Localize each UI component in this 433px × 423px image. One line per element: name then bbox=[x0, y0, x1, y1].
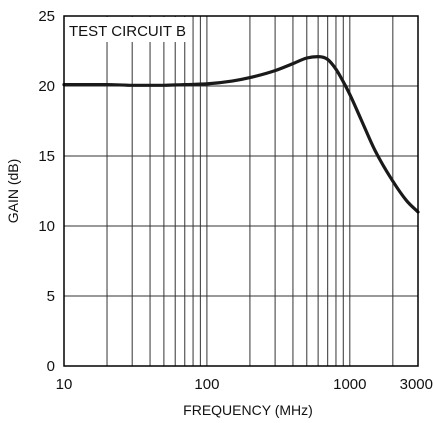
test-circuit-annotation: TEST CIRCUIT B bbox=[69, 23, 186, 40]
y-tick-label: 0 bbox=[47, 358, 55, 375]
grid-lines bbox=[64, 16, 418, 366]
x-tick-label: 1000 bbox=[333, 376, 366, 393]
y-tick-label: 10 bbox=[38, 218, 55, 235]
plot-frame bbox=[63, 15, 419, 367]
y-tick-label: 15 bbox=[38, 148, 55, 165]
x-tick-label: 3000 bbox=[400, 376, 433, 393]
plot-border bbox=[63, 15, 419, 367]
x-axis-title: FREQUENCY (MHz) bbox=[183, 402, 313, 418]
y-tick-label: 20 bbox=[38, 78, 55, 95]
curve-layer bbox=[62, 55, 420, 214]
x-tick-label: 10 bbox=[56, 376, 73, 393]
gain-curve bbox=[62, 55, 420, 214]
annotation-background bbox=[65, 17, 191, 42]
y-axis-title: GAIN (dB) bbox=[5, 159, 21, 224]
tick-labels: 0 5 10 15 20 25 10 100 1000 3000 bbox=[38, 8, 433, 393]
y-tick-label: 25 bbox=[38, 8, 55, 25]
y-tick-label: 5 bbox=[47, 288, 55, 305]
x-tick-label: 100 bbox=[194, 376, 219, 393]
